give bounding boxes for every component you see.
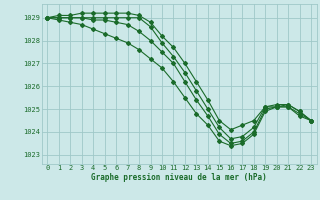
X-axis label: Graphe pression niveau de la mer (hPa): Graphe pression niveau de la mer (hPa) [91,173,267,182]
